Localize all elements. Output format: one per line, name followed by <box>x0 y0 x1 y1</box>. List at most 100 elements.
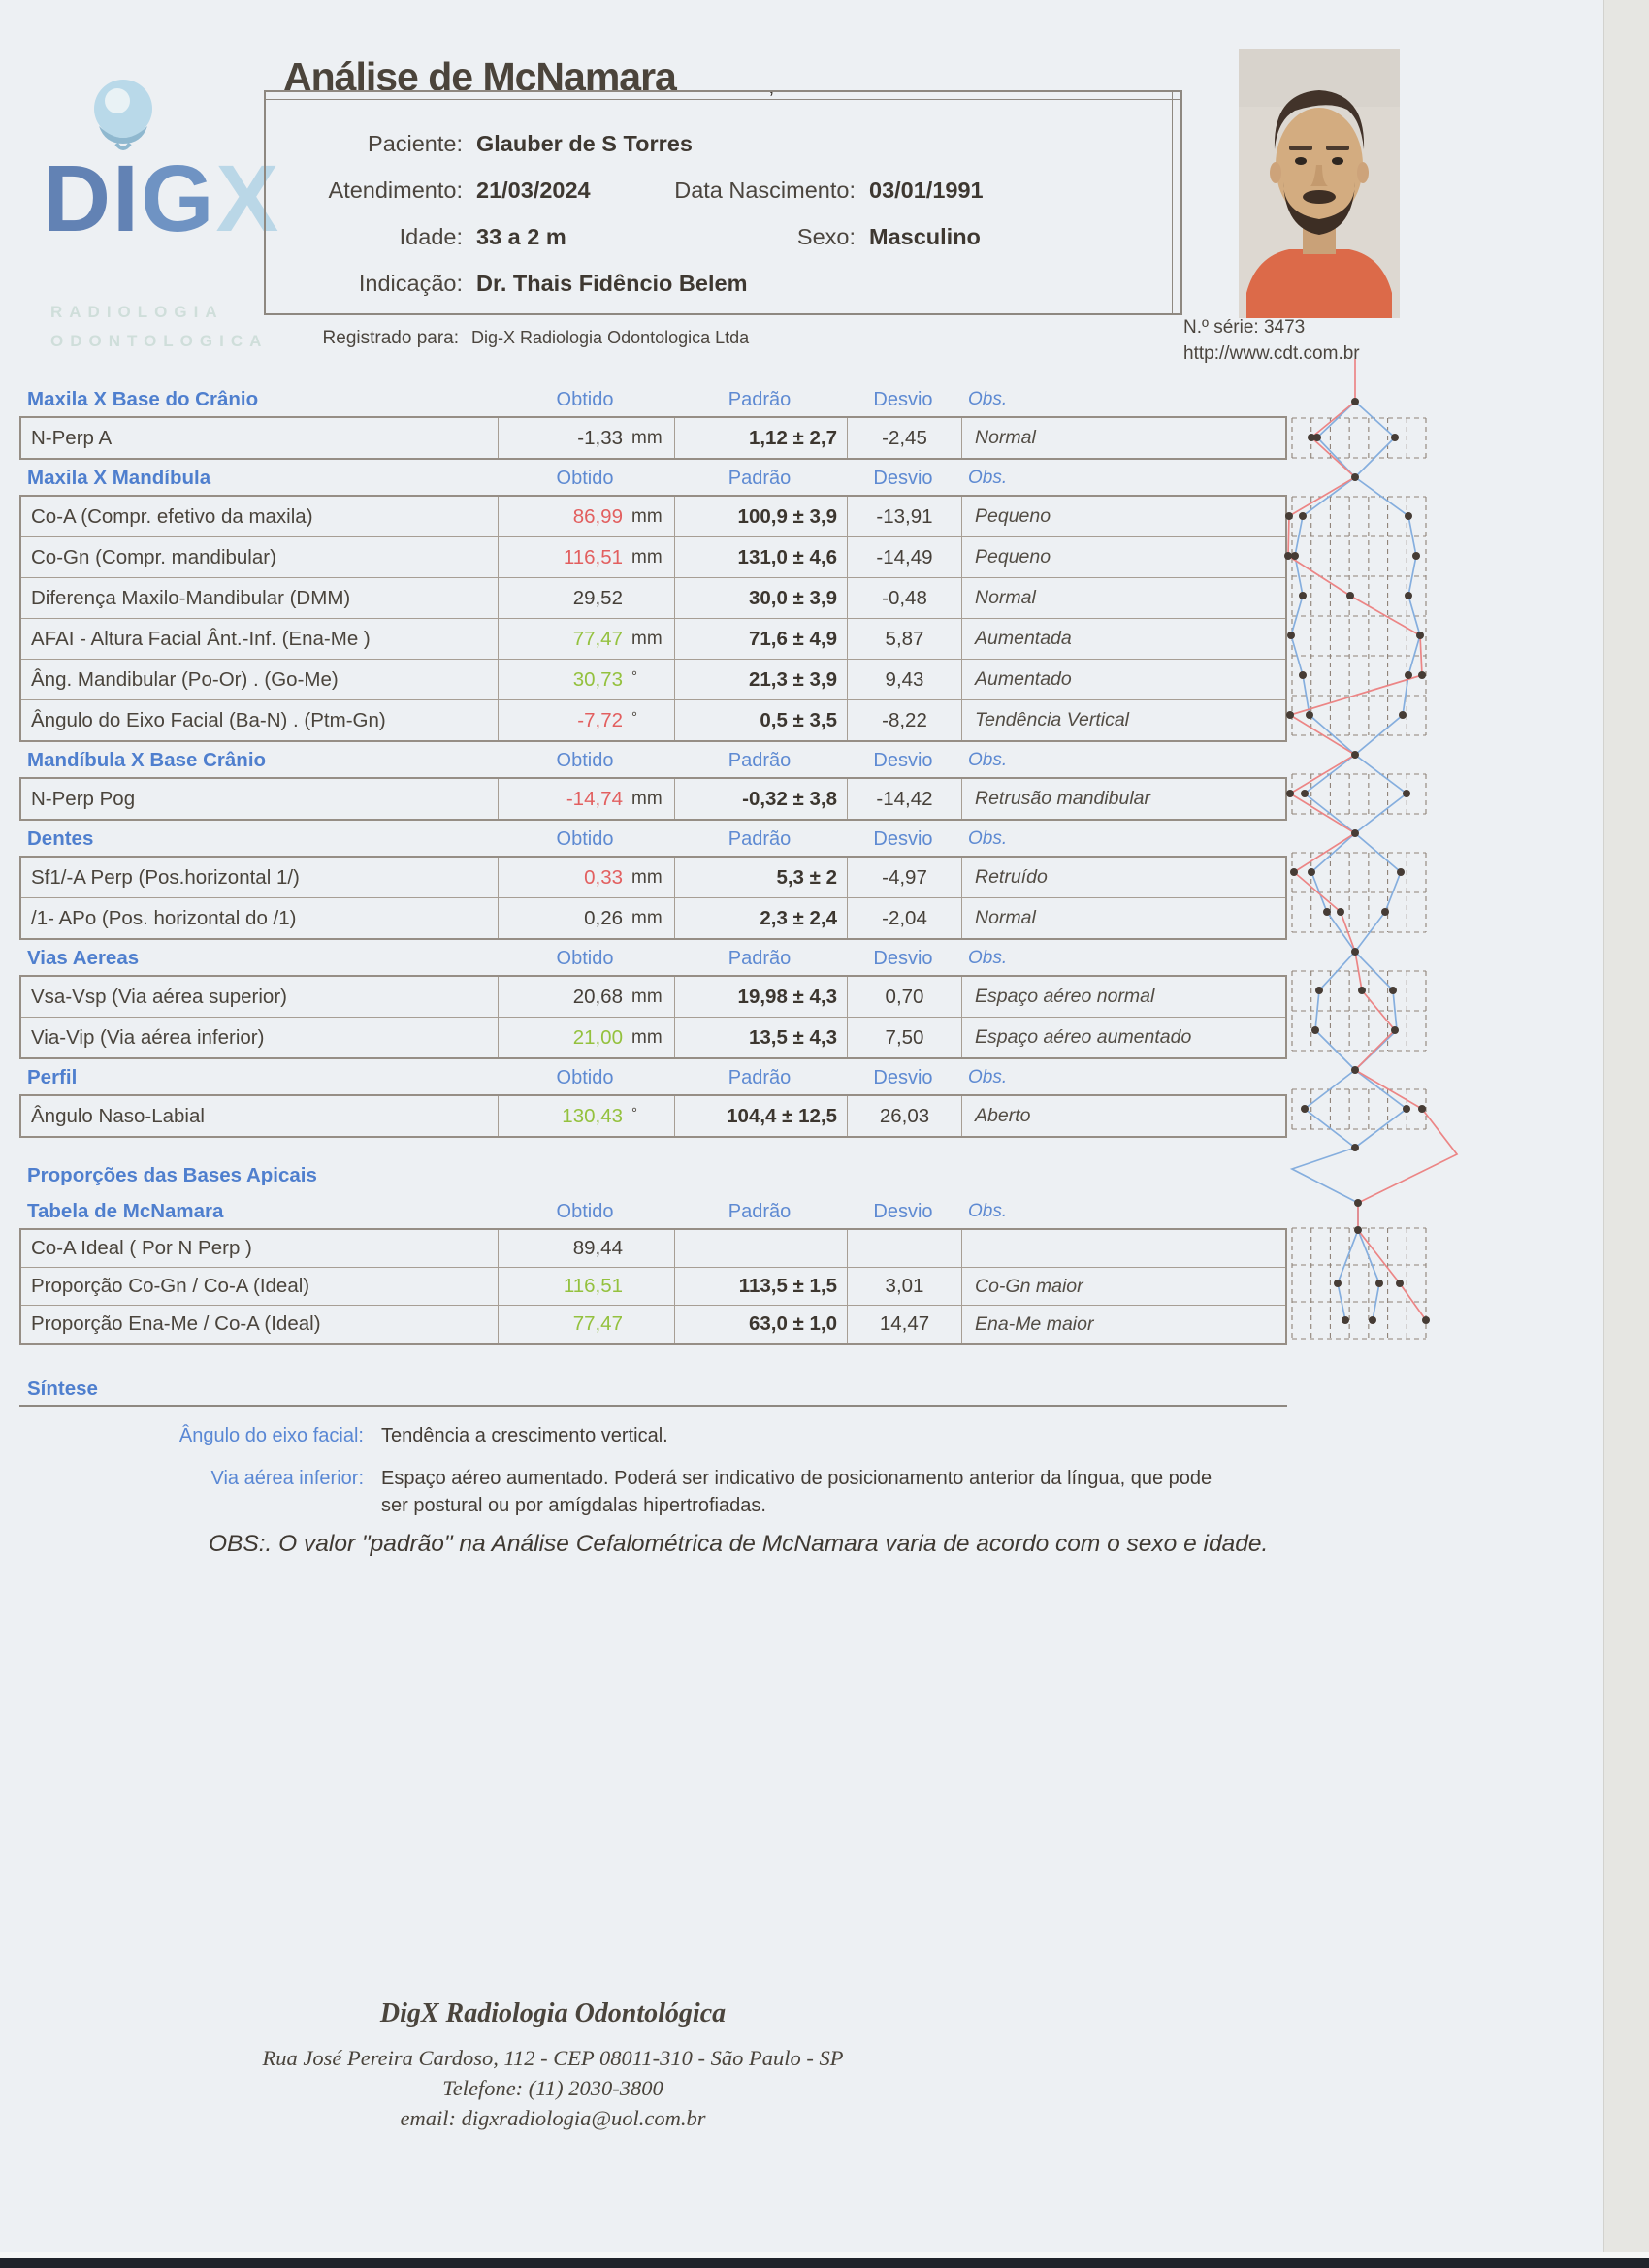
table-row: Vsa-Vsp (Via aérea superior) 20,68 mm 19,98… <box>21 977 1285 1018</box>
table-rows: N-Perp Pog -14,74 mm -0,32 ± 3,8 -14,42 Retru… <box>19 777 1287 821</box>
patient-photo <box>1239 49 1400 318</box>
cell-obs: Espaço aéreo aumentado <box>975 1026 1192 1048</box>
box-inner-rule-right <box>1172 92 1173 313</box>
row-label: Âng. Mandibular (Po-Or) . (Go-Me) <box>21 660 499 699</box>
cell-obtido: 77,47 <box>499 1306 675 1343</box>
table-row: Proporção Ena-Me / Co-A (Ideal) 77,47 63,0… <box>21 1306 1285 1343</box>
cell-obs: Espaço aéreo normal <box>975 986 1155 1007</box>
registrado-label: Registrado para: <box>322 328 459 348</box>
column-header-obtido: Obtido <box>556 468 614 489</box>
cell-obtido: -14,74 mm <box>499 779 675 819</box>
nascimento-value: 03/01/1991 <box>869 178 984 203</box>
footer-company: DigX Radiologia Odontológica <box>379 1998 727 2028</box>
cell-desvio: -13,91 <box>848 497 962 536</box>
indicacao-label: Indicação: <box>358 271 463 296</box>
section-title: Perfil <box>27 1066 78 1088</box>
column-header-obs: Obs. <box>968 828 1008 849</box>
nascimento-label: Data Nascimento: <box>674 178 856 203</box>
column-header-obs: Obs. <box>968 468 1008 488</box>
row-label: /1- APo (Pos. horizontal do /1) <box>21 898 499 938</box>
sintese-item-label: Ângulo do eixo facial: <box>178 1425 364 1446</box>
section-header: Maxila X Base do Crânio Obtido Padrão Desvi… <box>19 381 1287 416</box>
row-label: N-Perp Pog <box>21 779 499 819</box>
column-header-padrao: Padrão <box>728 750 792 771</box>
sintese-item: Ângulo do eixo facial: Tendência a cresci… <box>19 1422 1287 1449</box>
obtido-value: 86,99 <box>572 504 623 528</box>
section-header: Maxila X Mandíbula Obtido Padrão Desvio Obs. <box>19 460 1287 495</box>
footer-email: email: digxradiologia@uol.com.br <box>400 2106 706 2130</box>
table-rows: Vsa-Vsp (Via aérea superior) 20,68 mm 19,98… <box>19 975 1287 1059</box>
obtido-value: 21,00 <box>572 1025 623 1049</box>
cell-padrao: 2,3 ± 2,4 <box>675 898 848 938</box>
section-header: Perfil Obtido Padrão Desvio Obs. <box>19 1059 1287 1094</box>
obtido-value: -14,74 <box>566 787 623 810</box>
footer: DigX Radiologia Odontológica Rua José Pe… <box>0 1998 1106 2133</box>
section-header: Dentes Obtido Padrão Desvio Obs. <box>19 821 1287 856</box>
row-label: Proporção Ena-Me / Co-A (Ideal) <box>21 1306 499 1343</box>
row-label: N-Perp A <box>21 418 499 458</box>
column-header-obs: Obs. <box>968 1201 1008 1221</box>
logo-letter-x: X <box>215 146 281 251</box>
table-row: Diferença Maxilo-Mandibular (DMM) 29,52 30… <box>21 578 1285 619</box>
cell-padrao: 19,98 ± 4,3 <box>675 977 848 1017</box>
row-label: Proporção Co-Gn / Co-A (Ideal) <box>21 1268 499 1305</box>
scan-edge-bottom-dark <box>0 2258 1649 2268</box>
cell-obtido: -1,33 mm <box>499 418 675 458</box>
cell-obs: Tendência Vertical <box>975 709 1129 730</box>
row-label: Ângulo do Eixo Facial (Ba-N) . (Ptm-Gn) <box>21 700 499 740</box>
section-title: Tabela de McNamara <box>27 1200 224 1222</box>
proporcoes-table: Tabela de McNamara Obtido Padrão Desvio Obs.… <box>19 1193 1287 1345</box>
column-header-desvio: Desvio <box>873 468 933 489</box>
cell-obtido: 21,00 mm <box>499 1018 675 1057</box>
cell-obtido: 116,51 <box>499 1268 675 1305</box>
obtido-unit: mm <box>631 628 663 649</box>
column-header-padrao: Padrão <box>728 389 792 410</box>
column-header-desvio: Desvio <box>873 389 933 410</box>
table-row: Ângulo Naso-Labial 130,43 ° 104,4 ± 12,5 26,… <box>21 1096 1285 1136</box>
logo-subtitle-radiologia: RADIOLOGIA <box>50 303 224 321</box>
cell-obtido: 86,99 mm <box>499 497 675 536</box>
section-title: Vias Aereas <box>27 947 140 969</box>
cell-obs: Aumentada <box>975 628 1072 649</box>
obtido-value: 116,51 <box>563 1275 623 1297</box>
obtido-value: -7,72 <box>577 708 623 731</box>
row-label: Co-Gn (Compr. mandibular) <box>21 537 499 577</box>
cell-padrao: 0,5 ± 3,5 <box>675 700 848 740</box>
row-label: Via-Vip (Via aérea inferior) <box>21 1018 499 1057</box>
obtido-unit: mm <box>631 546 663 567</box>
cell-obtido: 30,73 ° <box>499 660 675 699</box>
obtido-value: -1,33 <box>577 426 623 449</box>
serial-block: N.º série: 3473 http://www.cdt.com.br <box>1183 314 1360 367</box>
table-row: N-Perp Pog -14,74 mm -0,32 ± 3,8 -14,42 Retru… <box>21 779 1285 819</box>
atendimento-value: 21/03/2024 <box>476 178 591 203</box>
cell-obtido: 20,68 mm <box>499 977 675 1017</box>
column-header-desvio: Desvio <box>873 750 933 771</box>
cell-padrao: 113,5 ± 1,5 <box>675 1268 848 1305</box>
column-header-padrao: Padrão <box>728 1201 792 1222</box>
cell-obs: Aberto <box>975 1105 1031 1126</box>
cell-desvio: 0,70 <box>848 977 962 1017</box>
cell-desvio: -14,49 <box>848 537 962 577</box>
obtido-value: 89,44 <box>572 1237 623 1259</box>
column-header-obtido: Obtido <box>556 750 614 771</box>
obtido-unit: mm <box>631 505 663 527</box>
sexo-value: Masculino <box>869 224 981 249</box>
obtido-value: 0,33 <box>584 865 623 889</box>
table-row: N-Perp A -1,33 mm 1,12 ± 2,7 -2,45 Normal <box>21 418 1285 458</box>
row-label: Diferença Maxilo-Mandibular (DMM) <box>21 578 499 618</box>
proporcoes-block: Proporções das Bases Apicais Tabela de M… <box>19 1164 1287 1345</box>
box-inner-rule-top <box>266 99 1180 100</box>
cell-desvio: 9,43 <box>848 660 962 699</box>
column-header-obs: Obs. <box>968 750 1008 770</box>
cell-padrao: 1,12 ± 2,7 <box>675 418 848 458</box>
table-rows: N-Perp A -1,33 mm 1,12 ± 2,7 -2,45 Normal <box>19 416 1287 460</box>
table-row: /1- APo (Pos. horizontal do /1) 0,26 mm 2,3… <box>21 898 1285 938</box>
paciente-value: Glauber de S Torres <box>476 131 693 156</box>
sexo-label: Sexo: <box>796 224 856 249</box>
cell-padrao: -0,32 ± 3,8 <box>675 779 848 819</box>
scan-edge-right <box>1603 0 1649 2268</box>
cell-obs: Normal <box>975 587 1036 608</box>
sintese-title: Síntese <box>19 1377 1287 1407</box>
column-header-desvio: Desvio <box>873 1067 933 1088</box>
